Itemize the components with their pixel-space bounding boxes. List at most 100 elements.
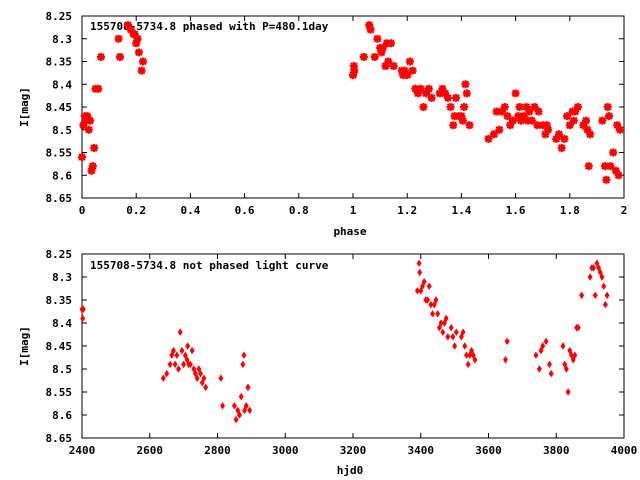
x-tick-label: 3800 xyxy=(543,444,570,457)
x-tick-label: 2800 xyxy=(204,444,231,457)
data-point xyxy=(461,80,470,89)
data-point xyxy=(435,89,444,98)
data-point xyxy=(237,411,242,419)
x-tick-label: 1.4 xyxy=(451,204,471,217)
data-point xyxy=(425,296,431,304)
data-point xyxy=(514,112,523,121)
data-point xyxy=(527,116,536,125)
data-point xyxy=(517,116,526,125)
data-point xyxy=(426,282,432,290)
data-point xyxy=(114,34,123,43)
data-point xyxy=(438,84,447,93)
y-tick-label: 8.4 xyxy=(52,78,72,91)
data-point xyxy=(462,89,471,98)
data-point xyxy=(87,166,96,175)
data-point xyxy=(405,57,414,66)
x-tick-label: 1.2 xyxy=(397,204,417,217)
data-point xyxy=(540,342,546,350)
plot-frame xyxy=(81,15,625,199)
data-point xyxy=(465,121,474,130)
data-point xyxy=(421,277,427,286)
data-point xyxy=(349,71,357,80)
data-point xyxy=(240,360,246,369)
data-point xyxy=(484,134,493,143)
data-point xyxy=(498,107,507,116)
data-point xyxy=(201,374,207,382)
data-point xyxy=(458,333,464,341)
x-tick-label: 0 xyxy=(79,204,86,217)
x-tick-label: 0.4 xyxy=(180,204,200,217)
data-point xyxy=(452,342,458,350)
data-point xyxy=(79,121,88,130)
data-point xyxy=(570,356,576,364)
data-point xyxy=(189,346,195,355)
data-point xyxy=(465,360,471,369)
data-point xyxy=(453,328,459,336)
y-tick-label: 8.6 xyxy=(52,169,72,182)
data-point xyxy=(598,116,607,125)
data-point xyxy=(386,39,395,48)
data-point xyxy=(172,360,178,369)
data-point xyxy=(571,107,580,116)
data-point xyxy=(548,369,554,378)
data-point xyxy=(560,342,566,350)
data-point xyxy=(184,356,190,364)
data-point xyxy=(115,52,124,61)
data-point xyxy=(370,52,379,61)
data-point xyxy=(428,300,434,309)
data-point xyxy=(203,383,209,392)
data-point xyxy=(243,402,249,410)
data-point xyxy=(536,365,542,373)
data-point xyxy=(231,402,237,410)
y-tick-label: 8.3 xyxy=(52,271,72,284)
data-point xyxy=(174,351,180,359)
x-tick-label: 0.6 xyxy=(235,204,255,217)
x-tick-label: 1 xyxy=(350,204,357,217)
data-point xyxy=(604,291,610,300)
data-point xyxy=(132,39,141,48)
y-tick-label: 8.4 xyxy=(52,317,72,330)
y-axis-label: I[mag] xyxy=(18,87,31,127)
data-points xyxy=(79,259,610,424)
data-point xyxy=(552,134,561,143)
data-point xyxy=(422,89,431,98)
data-point xyxy=(515,103,524,111)
data-point xyxy=(90,143,99,152)
data-point xyxy=(245,383,251,392)
data-point xyxy=(193,369,198,378)
y-tick-label: 8.55 xyxy=(46,386,73,399)
data-point xyxy=(565,121,574,130)
data-point xyxy=(403,71,412,80)
data-point xyxy=(414,89,423,98)
data-point xyxy=(83,112,92,121)
data-point xyxy=(602,175,611,184)
data-point xyxy=(587,273,593,281)
data-point xyxy=(565,388,571,396)
data-point xyxy=(84,125,93,134)
data-point xyxy=(615,125,624,134)
data-point xyxy=(525,107,534,116)
data-point xyxy=(365,21,374,30)
data-point xyxy=(238,392,244,401)
data-point xyxy=(241,351,247,359)
data-point xyxy=(546,360,552,369)
x-tick-label: 0.8 xyxy=(289,204,309,217)
data-point xyxy=(441,89,450,98)
data-point xyxy=(435,310,441,318)
y-tick-label: 8.35 xyxy=(46,56,73,69)
data-point xyxy=(597,268,603,277)
data-point xyxy=(502,356,508,364)
data-point xyxy=(138,57,147,66)
data-point xyxy=(451,93,460,102)
y-tick-label: 8.25 xyxy=(46,10,73,23)
chart-title: 155708-5734.8 not phased light curve xyxy=(90,259,329,272)
data-point xyxy=(508,116,517,125)
data-point xyxy=(567,346,573,355)
data-point xyxy=(220,402,226,410)
x-tick-label: 2400 xyxy=(69,444,96,457)
data-point xyxy=(427,93,436,102)
x-axis-label: phase xyxy=(333,225,366,238)
y-tick-label: 8.55 xyxy=(46,147,73,160)
data-point xyxy=(181,360,187,369)
data-point xyxy=(458,116,467,125)
